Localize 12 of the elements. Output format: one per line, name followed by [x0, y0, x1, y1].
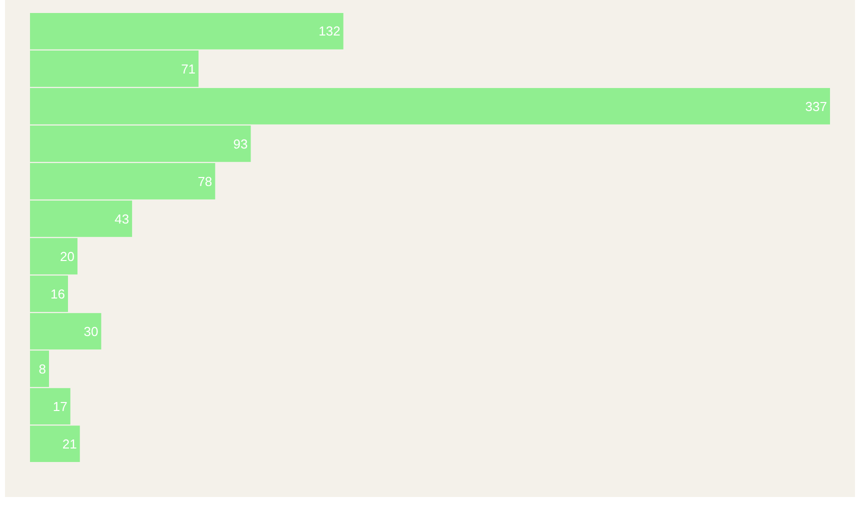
data-label: 43: [114, 211, 130, 226]
data-label: 93: [233, 136, 248, 152]
data-label: 8: [38, 361, 46, 376]
data-label: 30: [84, 324, 98, 339]
data-label: 78: [198, 174, 212, 189]
data-label: 337: [805, 98, 827, 114]
data-label: 21: [62, 436, 77, 452]
data-label: 71: [181, 61, 196, 76]
data-label: 17: [52, 398, 68, 414]
data-label: 132: [318, 24, 340, 39]
data-label: 16: [50, 286, 65, 302]
data-label: 20: [60, 248, 74, 264]
